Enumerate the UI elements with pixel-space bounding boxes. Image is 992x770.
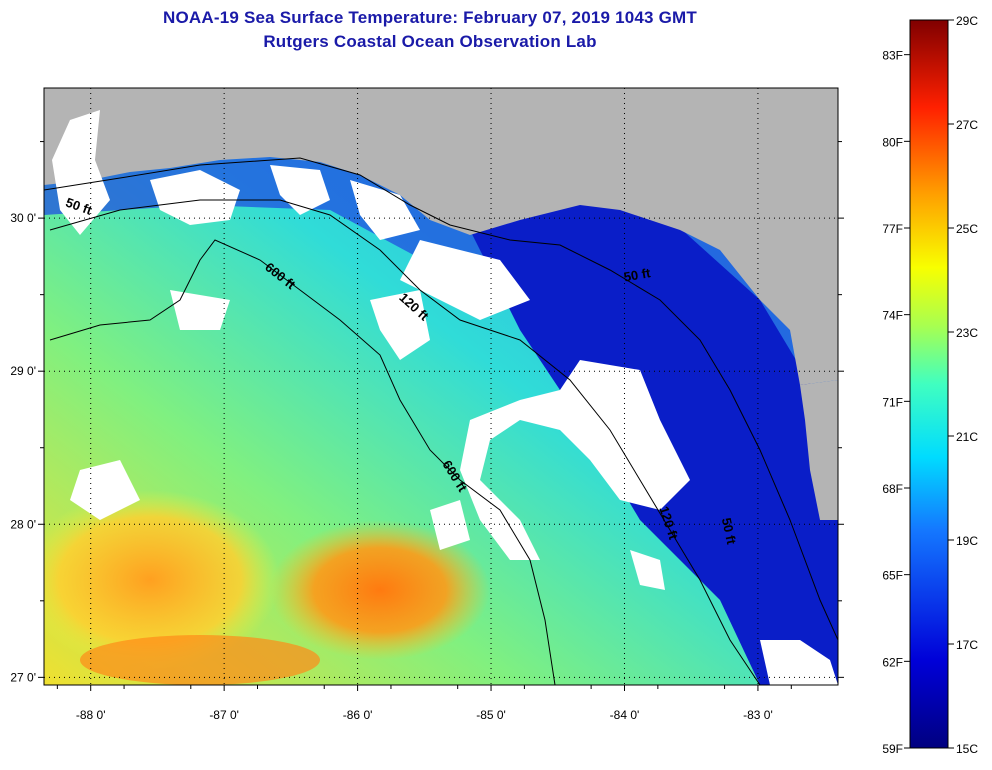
fahrenheit-label: 71F [882,395,903,409]
x-tick-label: -85 0' [476,708,506,722]
fahrenheit-label: 68F [882,482,903,496]
map-subtitle: Rutgers Coastal Ocean Observation Lab [263,32,597,51]
contour-50ft [44,157,838,641]
fahrenheit-label: 77F [882,222,903,236]
contour-label: 50 ft [719,516,739,546]
colorbar-labels: 29C 27C 25C 23C 21C 19C 17C 15C 83F 80F 77F 74F 71F 6… [882,14,978,756]
celsius-label: 21C [956,430,978,444]
map-frame [43,87,839,686]
y-tick-label: 28 0' [10,517,36,531]
temperature-colorbar [909,19,949,749]
celsius-label: 15C [956,742,978,756]
celsius-label: 29C [956,14,978,28]
celsius-label: 19C [956,534,978,548]
x-tick-label: -88 0' [76,708,106,722]
y-tick-label: 30 0' [10,211,36,225]
x-tick-label: -84 0' [610,708,640,722]
celsius-label: 23C [956,326,978,340]
axis-ticks: -88 0' -87 0' -86 0' -85 0' -84 0' -83 0' 30 0… [10,141,844,722]
land-florida-panhandle [44,88,838,385]
fahrenheit-label: 74F [882,309,903,323]
x-tick-label: -83 0' [743,708,773,722]
x-tick-label: -87 0' [209,708,239,722]
bathymetry-contours [44,157,838,685]
warm-band-south [80,635,320,685]
cloud-cover [52,110,838,685]
contour-label: 50 ft [623,265,653,285]
fahrenheit-label: 65F [882,569,903,583]
warm-water-west [44,490,280,670]
celsius-label: 27C [956,118,978,132]
land-florida-peninsula [800,380,838,520]
y-tick-label: 27 0' [10,670,36,684]
map-title: NOAA-19 Sea Surface Temperature: Februar… [163,8,697,27]
contour-120ft [49,199,761,685]
warm-eddy [270,520,490,660]
fahrenheit-label: 59F [882,742,903,756]
celsius-label: 17C [956,638,978,652]
contour-600ft [49,239,556,685]
fahrenheit-label: 80F [882,135,903,149]
fahrenheit-label: 62F [882,655,903,669]
y-tick-label: 29 0' [10,364,36,378]
celsius-label: 25C [956,222,978,236]
x-tick-label: -86 0' [343,708,373,722]
fahrenheit-label: 83F [882,49,903,63]
